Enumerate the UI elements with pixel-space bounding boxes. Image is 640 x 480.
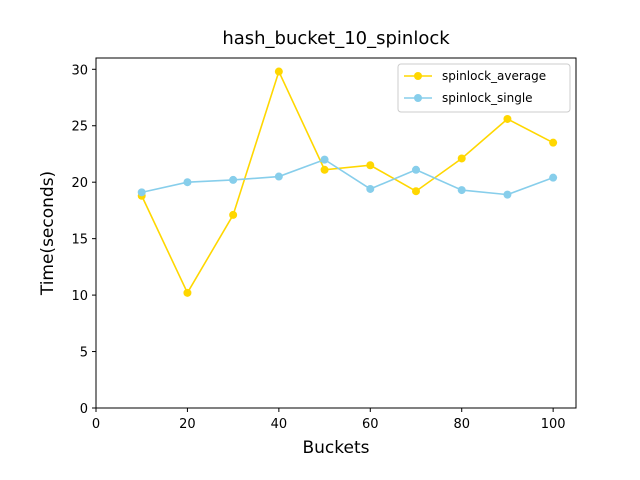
- x-tick-label: 60: [362, 417, 379, 432]
- data-point-spinlock_single: [137, 188, 146, 197]
- y-tick-label: 25: [71, 120, 88, 135]
- y-tick-label: 15: [71, 233, 88, 248]
- y-tick-label: 0: [80, 402, 88, 417]
- data-point-spinlock_single: [457, 186, 466, 195]
- data-point-spinlock_single: [412, 165, 420, 174]
- x-tick-label: 20: [179, 417, 196, 432]
- y-tick-label: 5: [80, 346, 88, 361]
- y-tick-label: 10: [71, 289, 88, 304]
- data-point-spinlock_single: [503, 190, 512, 199]
- y-axis-label: Time(seconds): [38, 171, 58, 296]
- data-point-spinlock_single: [320, 155, 329, 164]
- x-tick-label: 80: [453, 417, 470, 432]
- data-point-spinlock_single: [229, 175, 238, 184]
- data-point-spinlock_average: [229, 210, 238, 219]
- data-point-spinlock_average: [366, 161, 375, 170]
- data-point-spinlock_average: [183, 288, 192, 297]
- series-line-spinlock_single: [141, 158, 554, 196]
- legend-marker-spinlock_average: [414, 72, 422, 80]
- data-point-spinlock_average: [320, 165, 329, 174]
- x-axis-label: Buckets: [302, 438, 369, 458]
- chart-title: hash_bucket_10_spinlock: [222, 28, 450, 49]
- y-tick-label: 20: [71, 176, 88, 191]
- x-tick-label: 40: [271, 417, 288, 432]
- plot-area: 0 20 40 60 80 100 0 5 10 15 20 25 30 spinlock_average…: [71, 57, 577, 432]
- series-line-spinlock_average: [140, 69, 554, 295]
- legend-box: [397, 63, 571, 113]
- data-point-spinlock_single: [549, 173, 558, 182]
- axes-frame: [95, 57, 577, 409]
- y-tick-label: 30: [71, 63, 88, 78]
- legend-label: spinlock_single: [442, 91, 533, 105]
- legend-marker-spinlock_single: [414, 94, 422, 102]
- legend-label: spinlock_average: [442, 69, 546, 83]
- data-point-spinlock_average: [457, 154, 466, 163]
- data-point-spinlock_average: [549, 138, 558, 147]
- data-point-spinlock_single: [274, 172, 283, 181]
- x-tick-label: 100: [541, 417, 566, 432]
- x-tick-label: 0: [92, 417, 100, 432]
- data-point-spinlock_single: [183, 178, 192, 187]
- data-point-spinlock_average: [274, 67, 283, 76]
- data-point-spinlock_average: [503, 114, 512, 123]
- data-point-spinlock_single: [366, 184, 375, 193]
- data-point-spinlock_average: [412, 187, 420, 196]
